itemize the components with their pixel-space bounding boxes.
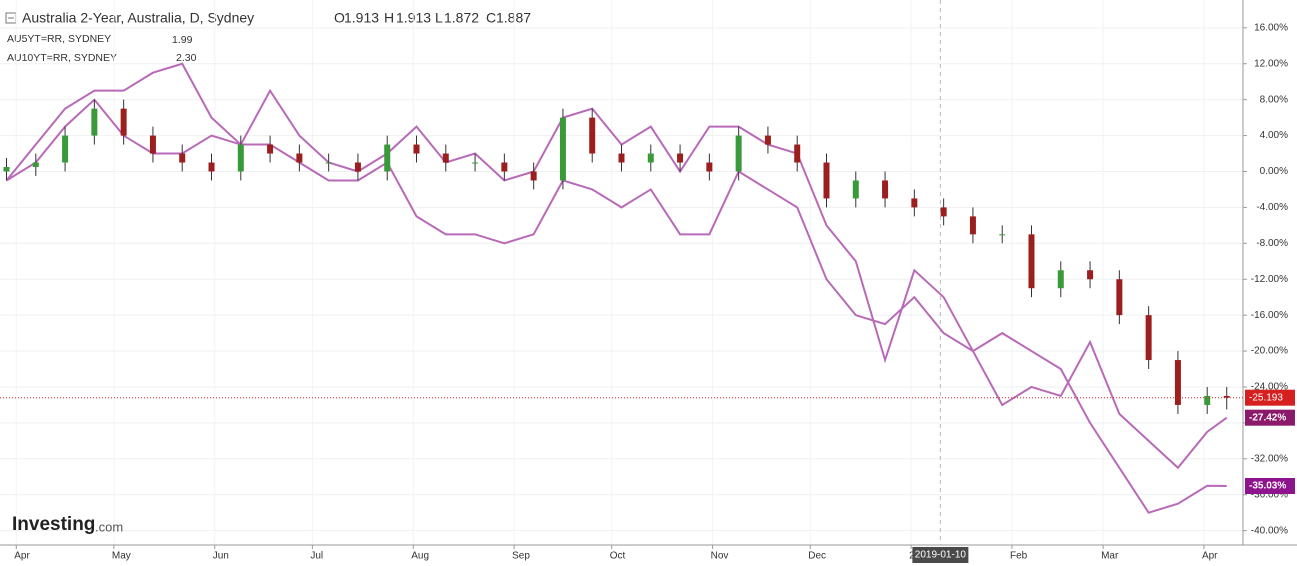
- candle-body: [1116, 279, 1123, 316]
- last-price-box: [1245, 389, 1295, 406]
- x-tick-label: Feb: [1010, 551, 1028, 562]
- candle-body: [677, 153, 684, 163]
- ohlc-high-label: H: [384, 10, 394, 26]
- y-tick-label: -36.00%: [1251, 489, 1288, 500]
- candle-body: [1057, 270, 1064, 289]
- candle-body: [91, 108, 98, 136]
- candle-body: [120, 108, 127, 136]
- y-tick-label: -32.00%: [1251, 453, 1288, 464]
- candle-body: [62, 135, 69, 163]
- candle-body: [735, 135, 742, 172]
- candle-body: [354, 162, 361, 172]
- crosshair-label-box: [912, 547, 969, 563]
- ohlc-open-label: O: [334, 10, 345, 26]
- y-tick-label: 0.00%: [1260, 166, 1288, 177]
- candle-body: [296, 153, 303, 163]
- x-tick-label: Apr: [14, 551, 30, 562]
- ohlc-close-label: C: [486, 10, 496, 26]
- candle-body: [969, 216, 976, 235]
- candle-body: [882, 180, 889, 199]
- y-tick-label: 12.00%: [1254, 58, 1288, 69]
- y-tick-label: -24.00%: [1251, 382, 1288, 393]
- end-label-box: [1245, 478, 1295, 495]
- y-tick-label: 8.00%: [1260, 94, 1288, 105]
- candle-body: [1174, 360, 1181, 405]
- candle-body: [501, 162, 508, 172]
- y-tick-label: 4.00%: [1260, 130, 1288, 141]
- series-legend[interactable]: AU5YT=RR, SYDNEY: [7, 33, 111, 45]
- x-tick-label: Dec: [808, 551, 826, 562]
- candle-body: [267, 144, 274, 154]
- candle-body: [911, 198, 918, 208]
- x-tick-label: Jul: [310, 551, 323, 562]
- x-tick-label: Aug: [411, 551, 429, 562]
- candle-body: [764, 135, 771, 145]
- last-price-label: -25.193: [1249, 392, 1283, 403]
- candle-body: [1204, 395, 1211, 405]
- end-label: -27.42%: [1249, 412, 1286, 423]
- candle-body: [237, 144, 244, 172]
- candle-body: [413, 144, 420, 154]
- series-legend[interactable]: AU10YT=RR, SYDNEY: [7, 52, 117, 64]
- x-tick-label: Oct: [610, 551, 626, 562]
- candle-body: [3, 167, 10, 172]
- candle-body: [647, 153, 654, 163]
- candle-body: [618, 153, 625, 163]
- candle-body: [1087, 270, 1094, 280]
- ohlc-low-label: L: [435, 10, 443, 26]
- x-tick-label: Jun: [213, 551, 229, 562]
- candle-body: [384, 144, 391, 172]
- x-tick-label: Sep: [512, 551, 530, 562]
- candle-body: [1028, 234, 1035, 289]
- watermark: Investing: [12, 514, 95, 535]
- candle-body: [706, 162, 713, 172]
- end-label: -35.03%: [1249, 481, 1286, 492]
- series-line: [5, 98, 1227, 514]
- ohlc-low: 1.872: [444, 10, 479, 26]
- candle-body: [179, 153, 186, 163]
- crosshair-label: 2019-01-10: [915, 550, 967, 561]
- y-tick-label: -40.00%: [1251, 525, 1288, 536]
- y-tick-label: -12.00%: [1251, 274, 1288, 285]
- candle-body: [852, 180, 859, 199]
- y-tick-label: -20.00%: [1251, 346, 1288, 357]
- candle-body: [442, 153, 449, 163]
- candle-body: [530, 171, 537, 181]
- x-tick-label: Apr: [1202, 551, 1218, 562]
- candle-body: [208, 162, 215, 172]
- candle-body: [149, 135, 156, 154]
- candle-body: [794, 144, 801, 163]
- candle-body: [1223, 395, 1230, 398]
- watermark-suffix: .com: [95, 519, 123, 534]
- candle-body: [32, 162, 39, 168]
- y-tick-label: -4.00%: [1256, 202, 1288, 213]
- candle-body: [999, 234, 1006, 236]
- series-line: [5, 62, 1228, 470]
- candle-body: [823, 162, 830, 199]
- candle-body: [472, 162, 479, 164]
- candle-body: [559, 117, 566, 181]
- x-tick-label: Mar: [1101, 551, 1119, 562]
- series-reading: 1.99: [172, 34, 193, 46]
- candle-body: [1145, 315, 1152, 361]
- ohlc-open: 1.913: [344, 10, 379, 26]
- series-reading: 2.30: [176, 52, 197, 64]
- y-tick-label: -8.00%: [1256, 238, 1288, 249]
- x-tick-label: May: [112, 551, 131, 562]
- candle-body: [325, 162, 332, 164]
- chart-title: Australia 2-Year, Australia, D, Sydney: [22, 10, 254, 26]
- x-tick-label: Nov: [711, 551, 729, 562]
- y-tick-label: 16.00%: [1254, 22, 1288, 33]
- y-tick-label: -16.00%: [1251, 310, 1288, 321]
- candle-body: [940, 207, 947, 217]
- end-label-box: [1245, 409, 1295, 426]
- candle-body: [589, 117, 596, 154]
